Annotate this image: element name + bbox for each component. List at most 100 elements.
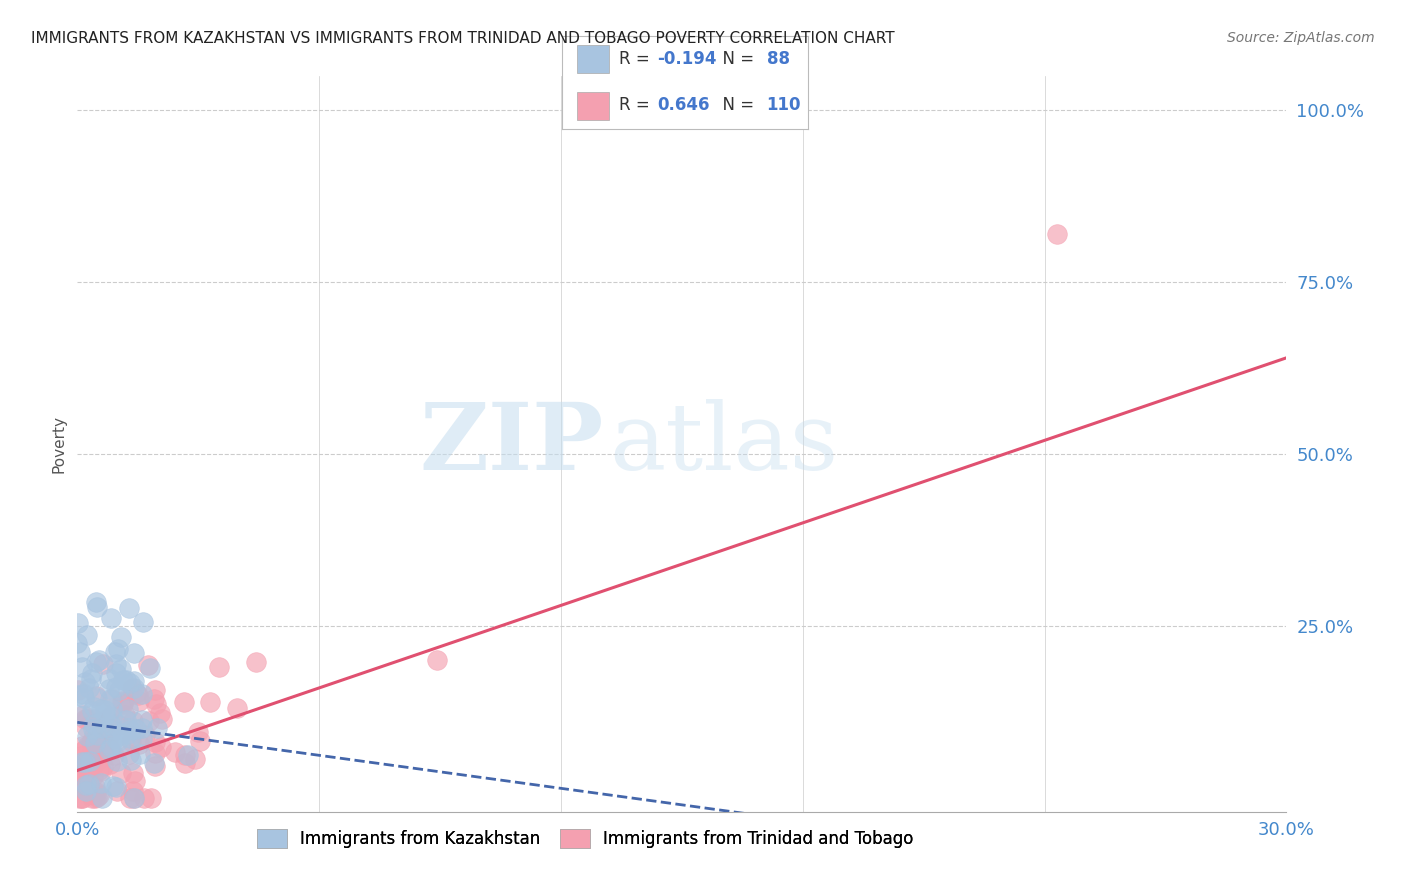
Point bbox=[72, 755, 94, 769]
Point bbox=[118, 747, 141, 762]
Point bbox=[72, 708, 94, 723]
Point bbox=[80, 704, 103, 718]
Y-axis label: Poverty: Poverty bbox=[51, 415, 66, 473]
Point bbox=[128, 737, 150, 751]
Point bbox=[100, 757, 122, 772]
Point bbox=[80, 672, 103, 686]
Point bbox=[139, 660, 162, 674]
Point bbox=[87, 747, 110, 761]
Point bbox=[148, 706, 170, 720]
Point bbox=[105, 666, 128, 681]
Point bbox=[105, 784, 128, 798]
Point bbox=[75, 767, 97, 781]
Point bbox=[93, 708, 115, 723]
Point bbox=[143, 759, 166, 773]
Point bbox=[93, 723, 115, 737]
Point bbox=[174, 756, 197, 770]
Legend: Immigrants from Kazakhstan, Immigrants from Trinidad and Tobago: Immigrants from Kazakhstan, Immigrants f… bbox=[250, 822, 921, 855]
Point bbox=[79, 782, 101, 797]
Point bbox=[125, 686, 148, 700]
Text: -0.194: -0.194 bbox=[657, 50, 717, 68]
Point bbox=[82, 769, 104, 783]
Point bbox=[84, 595, 107, 609]
Point bbox=[128, 747, 150, 761]
Point bbox=[225, 701, 247, 715]
Point bbox=[187, 724, 209, 739]
Point bbox=[72, 739, 94, 753]
Point bbox=[69, 645, 91, 659]
Point bbox=[120, 675, 142, 690]
Point bbox=[77, 783, 100, 797]
Point bbox=[66, 780, 89, 795]
Point bbox=[105, 754, 128, 768]
Point bbox=[66, 616, 89, 631]
Point bbox=[101, 710, 124, 724]
Point bbox=[84, 780, 107, 794]
Point bbox=[100, 718, 122, 732]
Point bbox=[120, 753, 142, 767]
Point bbox=[132, 615, 155, 629]
Point bbox=[111, 725, 134, 739]
Point bbox=[177, 748, 200, 763]
Point bbox=[114, 673, 136, 687]
Point bbox=[73, 759, 96, 773]
Point bbox=[118, 600, 141, 615]
Point bbox=[98, 692, 121, 706]
Point bbox=[83, 716, 105, 731]
Point bbox=[122, 791, 145, 805]
Point bbox=[87, 764, 110, 778]
Point bbox=[117, 721, 139, 735]
Point bbox=[87, 653, 110, 667]
Point bbox=[70, 660, 93, 674]
Point bbox=[86, 728, 108, 742]
Point bbox=[66, 636, 89, 650]
Point bbox=[80, 791, 103, 805]
Point bbox=[76, 766, 98, 780]
Point bbox=[174, 747, 197, 762]
Point bbox=[77, 767, 100, 781]
Point bbox=[97, 713, 120, 727]
Point bbox=[98, 682, 121, 697]
Point bbox=[83, 728, 105, 742]
Point bbox=[86, 690, 108, 704]
Point bbox=[98, 673, 121, 687]
Point bbox=[86, 600, 108, 615]
Point bbox=[73, 691, 96, 706]
Point bbox=[131, 687, 153, 701]
Point bbox=[82, 756, 104, 771]
Point bbox=[72, 771, 94, 785]
Point bbox=[84, 785, 107, 799]
Text: Source: ZipAtlas.com: Source: ZipAtlas.com bbox=[1227, 31, 1375, 45]
Point bbox=[67, 791, 90, 805]
Point bbox=[120, 731, 142, 745]
Point bbox=[138, 714, 160, 729]
Point bbox=[117, 702, 139, 716]
Point bbox=[73, 742, 96, 756]
Point bbox=[173, 695, 195, 709]
Point bbox=[107, 683, 129, 698]
Point bbox=[163, 745, 186, 759]
Point bbox=[122, 646, 145, 660]
Point bbox=[76, 762, 98, 776]
Point bbox=[120, 791, 142, 805]
Point bbox=[128, 694, 150, 708]
Point bbox=[87, 752, 110, 766]
Point bbox=[75, 755, 97, 769]
Point bbox=[121, 714, 143, 728]
Point bbox=[70, 748, 93, 763]
Point bbox=[94, 736, 117, 750]
Point bbox=[105, 657, 128, 671]
Point bbox=[104, 645, 127, 659]
Point bbox=[82, 722, 104, 736]
Point bbox=[143, 682, 166, 697]
Point bbox=[426, 653, 449, 667]
Point bbox=[121, 766, 143, 780]
Point bbox=[91, 758, 114, 772]
Text: N =: N = bbox=[713, 50, 759, 68]
Point bbox=[91, 743, 114, 757]
Point bbox=[75, 783, 97, 797]
Point bbox=[105, 780, 128, 794]
Point bbox=[75, 778, 97, 792]
Point bbox=[132, 791, 155, 805]
Point bbox=[67, 683, 90, 698]
